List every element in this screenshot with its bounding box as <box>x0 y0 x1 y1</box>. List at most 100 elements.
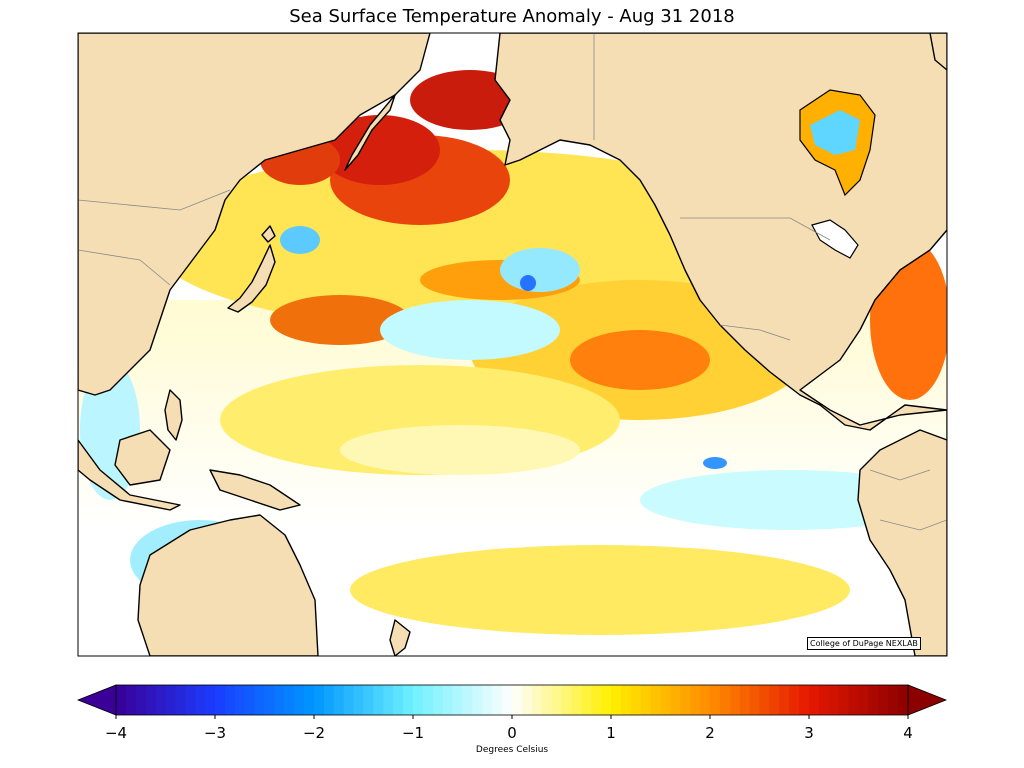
colorbar-cell <box>759 685 770 715</box>
colorbar-cell <box>224 685 236 715</box>
new-zealand <box>389 619 411 656</box>
colorbar-cell <box>502 685 513 715</box>
colorbar-label: Degrees Celsius <box>475 745 549 755</box>
colorbar-cell <box>314 685 325 715</box>
colorbar-tick-label: 2 <box>705 724 715 742</box>
new-guinea <box>209 469 301 511</box>
colorbar-cell <box>561 685 572 715</box>
colorbar-cell <box>809 685 820 715</box>
map-frame <box>77 32 948 657</box>
colorbar-cell <box>185 685 196 715</box>
colorbar-tick-label: 0 <box>507 724 517 742</box>
borders <box>78 33 947 531</box>
credit-label: College of DuPage NEXLAB <box>807 637 921 650</box>
colorbar-cell <box>432 685 444 715</box>
colorbar-tick-label: −3 <box>203 724 227 742</box>
colorbar-cell <box>403 685 414 715</box>
colorbar-cell <box>155 685 167 715</box>
colorbar-cell <box>848 685 860 715</box>
colorbar-cell <box>630 685 642 715</box>
hokkaido <box>261 225 276 243</box>
colorbar-cell <box>789 685 800 715</box>
colorbar-tick-label: 4 <box>903 724 913 742</box>
colorbar-cell <box>125 685 137 715</box>
colorbar-cell <box>670 685 681 715</box>
colorbar-cell <box>145 685 157 715</box>
colorbar-cell <box>640 685 652 715</box>
inland-water <box>799 89 876 259</box>
kamchatka <box>344 94 396 171</box>
colorbar-cell <box>710 685 721 715</box>
colorbar-cell <box>660 685 671 715</box>
japan <box>227 244 276 313</box>
colorbar-cell <box>878 685 889 715</box>
colorbar-cell <box>333 685 345 715</box>
colorbar-cell <box>472 685 483 715</box>
colorbar-cell <box>492 685 503 715</box>
sst-anomaly-map <box>77 32 948 657</box>
colorbar-cell <box>175 685 186 715</box>
colorbar-cell <box>818 685 830 715</box>
colorbar-cell <box>383 685 394 715</box>
great-lakes <box>811 219 859 259</box>
colorbar-cell <box>135 685 147 715</box>
sumatra-java <box>78 439 181 511</box>
colorbar-cell <box>690 685 701 715</box>
colorbar-cell <box>571 685 582 715</box>
colorbar-cell <box>680 685 691 715</box>
borneo <box>114 429 171 486</box>
colorbar-tick-label: 1 <box>606 724 616 742</box>
colorbar-cell <box>353 685 365 715</box>
colorbar-cell <box>462 685 473 715</box>
colorbar-cell <box>620 685 632 715</box>
colorbar-cell <box>274 685 285 715</box>
colorbar-min-extension <box>76 684 117 716</box>
colorbar-cell <box>749 685 761 715</box>
colorbar-cell <box>442 685 454 715</box>
colorbar-tick-label: −2 <box>302 724 326 742</box>
colorbar-tick-label: −4 <box>104 724 128 742</box>
colorbar-cell <box>254 685 266 715</box>
colorbar-cell <box>650 685 662 715</box>
colorbar-cell <box>868 685 879 715</box>
colorbar-cell <box>323 685 335 715</box>
colorbar-cell <box>729 685 741 715</box>
colorbar-cell <box>452 685 464 715</box>
australia <box>137 514 319 656</box>
colorbar-cell <box>769 685 780 715</box>
colorbar-cell <box>858 685 869 715</box>
colorbar-cell <box>294 685 305 715</box>
colorbar-cell <box>116 685 127 715</box>
colorbar-cell <box>215 685 226 715</box>
colorbar-tick-marks <box>115 715 909 719</box>
land <box>78 33 947 656</box>
colorbar-cell <box>264 685 275 715</box>
colorbar-cell <box>343 685 355 715</box>
colorbar-cell <box>700 685 711 715</box>
colorbar-cell <box>531 685 543 715</box>
colorbar-cell <box>165 685 176 715</box>
colorbar-max-extension <box>907 684 948 716</box>
colorbar-cell <box>521 685 533 715</box>
colorbar-cell <box>195 685 206 715</box>
asia-landmass <box>78 33 431 396</box>
north-america-landmass <box>494 33 947 656</box>
colorbar-cell <box>304 685 315 715</box>
colorbar-cell <box>611 685 622 715</box>
colorbar-cell <box>234 685 246 715</box>
philippines <box>164 389 183 441</box>
colorbar-cell <box>512 685 523 715</box>
greenland-corner <box>929 33 947 71</box>
colorbar-cells <box>116 685 909 715</box>
colorbar-cell <box>205 685 216 715</box>
colorbar-cell <box>422 685 434 715</box>
colorbar-tick-label: 3 <box>804 724 814 742</box>
colorbar <box>76 684 948 719</box>
map-title: Sea Surface Temperature Anomaly - Aug 31… <box>289 6 735 27</box>
colorbar-cell <box>551 685 563 715</box>
colorbar-cell <box>541 685 553 715</box>
colorbar-cell <box>838 685 850 715</box>
colorbar-cell <box>373 685 384 715</box>
colorbar-cell <box>393 685 404 715</box>
colorbar-cell <box>739 685 751 715</box>
